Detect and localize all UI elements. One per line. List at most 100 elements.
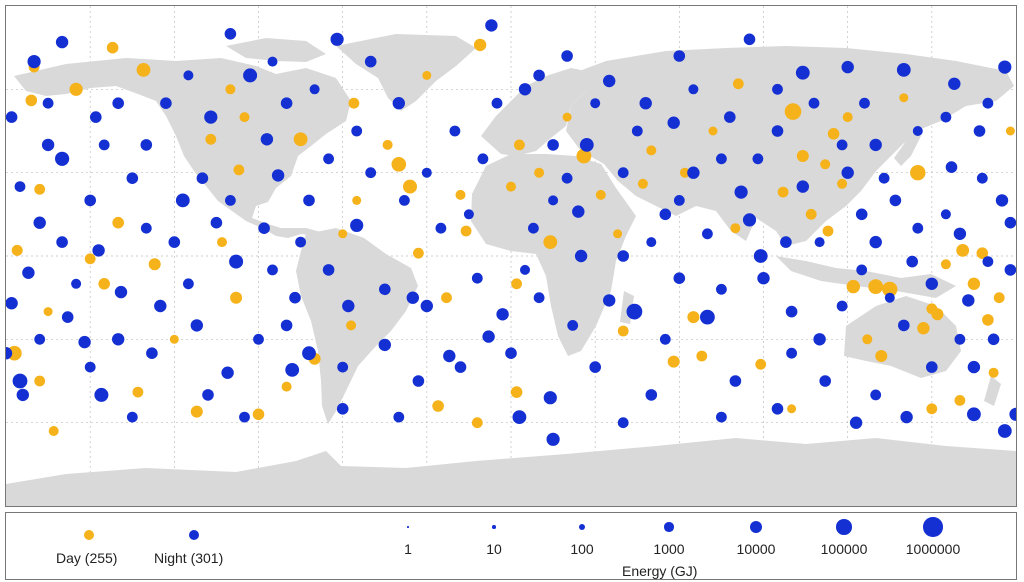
world-map (6, 6, 1016, 506)
night-event-marker (982, 97, 994, 109)
day-event-marker (348, 97, 360, 109)
day-event-marker (252, 408, 265, 421)
night-event-marker (878, 172, 890, 184)
night-event-marker (482, 330, 495, 343)
energy-scale-dot (836, 519, 852, 535)
night-event-marker (841, 166, 854, 179)
day-event-marker (205, 133, 217, 145)
day-event-marker (106, 41, 119, 54)
land-greenland (336, 34, 476, 111)
energy-legend-title: Energy (GJ) (622, 563, 698, 579)
night-event-marker (567, 320, 579, 331)
land-indonesia (776, 256, 956, 298)
night-event-marker (796, 180, 809, 193)
night-event-marker (617, 250, 629, 262)
night-event-marker (84, 361, 96, 373)
night-event-marker (322, 264, 335, 276)
night-event-marker (267, 264, 278, 276)
night-event-marker (859, 97, 870, 109)
day-event-marker (646, 145, 657, 156)
day-event-marker (868, 279, 884, 294)
night-event-marker (631, 125, 643, 137)
night-event-marker (808, 97, 820, 109)
night-event-marker (412, 375, 425, 387)
night-event-marker (449, 125, 461, 137)
night-event-marker (146, 347, 158, 360)
day-event-marker (988, 367, 999, 378)
night-event-marker (673, 50, 686, 62)
day-event-marker (471, 417, 483, 429)
night-event-marker (546, 432, 560, 446)
night-event-marker (813, 333, 826, 346)
night-event-marker (399, 195, 410, 206)
night-event-marker (295, 236, 306, 248)
night-event-marker (477, 153, 489, 165)
land-arctic-islands (226, 38, 326, 62)
night-event-marker (659, 208, 672, 221)
night-event-marker (856, 264, 868, 276)
energy-scale-label: 1 (404, 541, 412, 557)
day-event-marker (730, 223, 741, 234)
night-event-marker (202, 389, 214, 401)
night-event-marker (34, 333, 46, 345)
night-event-marker (154, 299, 167, 313)
night-event-marker (71, 278, 82, 289)
night-event-marker (92, 244, 105, 257)
night-event-marker (463, 209, 474, 220)
day-event-marker (84, 253, 96, 265)
night-event-marker (639, 97, 652, 110)
land-africa (471, 154, 636, 356)
night-event-marker (772, 83, 783, 95)
night-event-marker (589, 361, 601, 373)
day-event-marker (43, 307, 53, 317)
night-event-marker (78, 335, 91, 349)
map-panel (5, 5, 1017, 507)
night-event-marker (688, 84, 699, 95)
night-event-marker (183, 70, 194, 81)
day-event-marker (455, 189, 466, 200)
night-legend-label: Night (301) (154, 550, 224, 566)
night-event-marker (6, 111, 18, 123)
night-event-marker (258, 222, 270, 234)
night-event-marker (926, 361, 938, 373)
day-event-marker (967, 277, 981, 290)
night-event-marker (948, 77, 961, 91)
night-event-marker (229, 254, 244, 269)
night-event-marker (742, 213, 757, 227)
day-event-marker (993, 292, 1005, 304)
night-event-marker (626, 303, 643, 320)
night-event-marker (84, 194, 96, 207)
night-event-marker (16, 388, 29, 402)
energy-scale-dot (664, 522, 674, 532)
night-event-marker (987, 333, 1000, 346)
night-event-marker (849, 416, 863, 429)
night-event-marker (1004, 216, 1016, 229)
night-event-marker (528, 222, 539, 234)
night-event-marker (342, 299, 355, 313)
night-event-marker (12, 373, 28, 389)
day-event-marker (338, 229, 348, 239)
night-event-marker (435, 222, 447, 234)
night-event-marker (795, 65, 810, 80)
night-event-marker (140, 222, 152, 234)
energy-scale-label: 100 (570, 541, 594, 557)
day-event-marker (617, 325, 629, 337)
night-event-marker (603, 294, 616, 307)
energy-scale-dot (492, 525, 496, 529)
night-event-marker (884, 292, 895, 303)
night-event-marker (190, 319, 203, 332)
energy-scale-dot (578, 523, 586, 531)
night-event-marker (365, 167, 377, 179)
night-event-marker (512, 410, 527, 424)
night-event-marker (753, 249, 768, 263)
night-event-marker (126, 172, 139, 184)
night-event-marker (350, 218, 364, 232)
day-event-marker (687, 311, 700, 324)
day-event-marker (543, 235, 558, 250)
night-event-marker (520, 264, 530, 275)
night-event-marker (743, 33, 756, 46)
night-event-marker (912, 126, 923, 136)
night-event-marker (786, 347, 797, 359)
day-event-marker (432, 400, 444, 412)
night-event-marker (906, 255, 918, 268)
